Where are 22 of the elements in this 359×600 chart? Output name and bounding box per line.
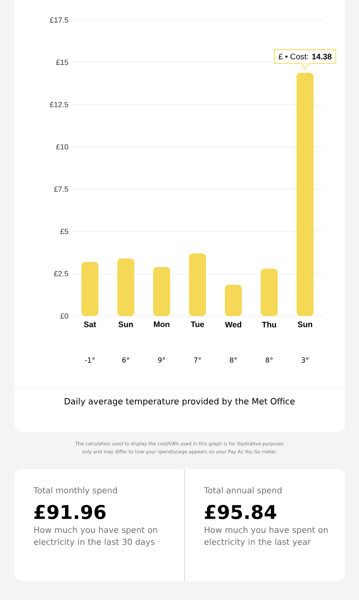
x-tick-label: Sat <box>84 322 96 328</box>
text: £91.96 <box>34 504 106 520</box>
text: How much you have spent on electricity in the last year <box>204 526 328 547</box>
text: Total annual spend <box>204 486 282 496</box>
bar <box>296 72 314 316</box>
x-tick-label: Wed <box>224 322 242 328</box>
bar <box>153 266 170 316</box>
text: £95.84 <box>204 504 276 520</box>
x-tick-label: Sun <box>298 322 312 328</box>
bar <box>260 268 278 316</box>
x-tick-label: Sun <box>118 322 133 328</box>
bar <box>117 258 134 316</box>
data-label: £ • Cost: 14.38 <box>278 54 332 60</box>
bar <box>224 284 242 316</box>
bar <box>189 253 206 316</box>
text: How much you have spent on electricity in the last 30 days <box>34 526 158 547</box>
x-tick-label: Tue <box>190 322 204 328</box>
bar <box>81 262 98 316</box>
x-tick-label: Thu <box>262 322 276 328</box>
text: Total monthly spend <box>34 486 117 496</box>
text: Daily average temperature provided by the Met Office <box>64 398 295 406</box>
x-tick-label: Mon <box>154 322 170 328</box>
